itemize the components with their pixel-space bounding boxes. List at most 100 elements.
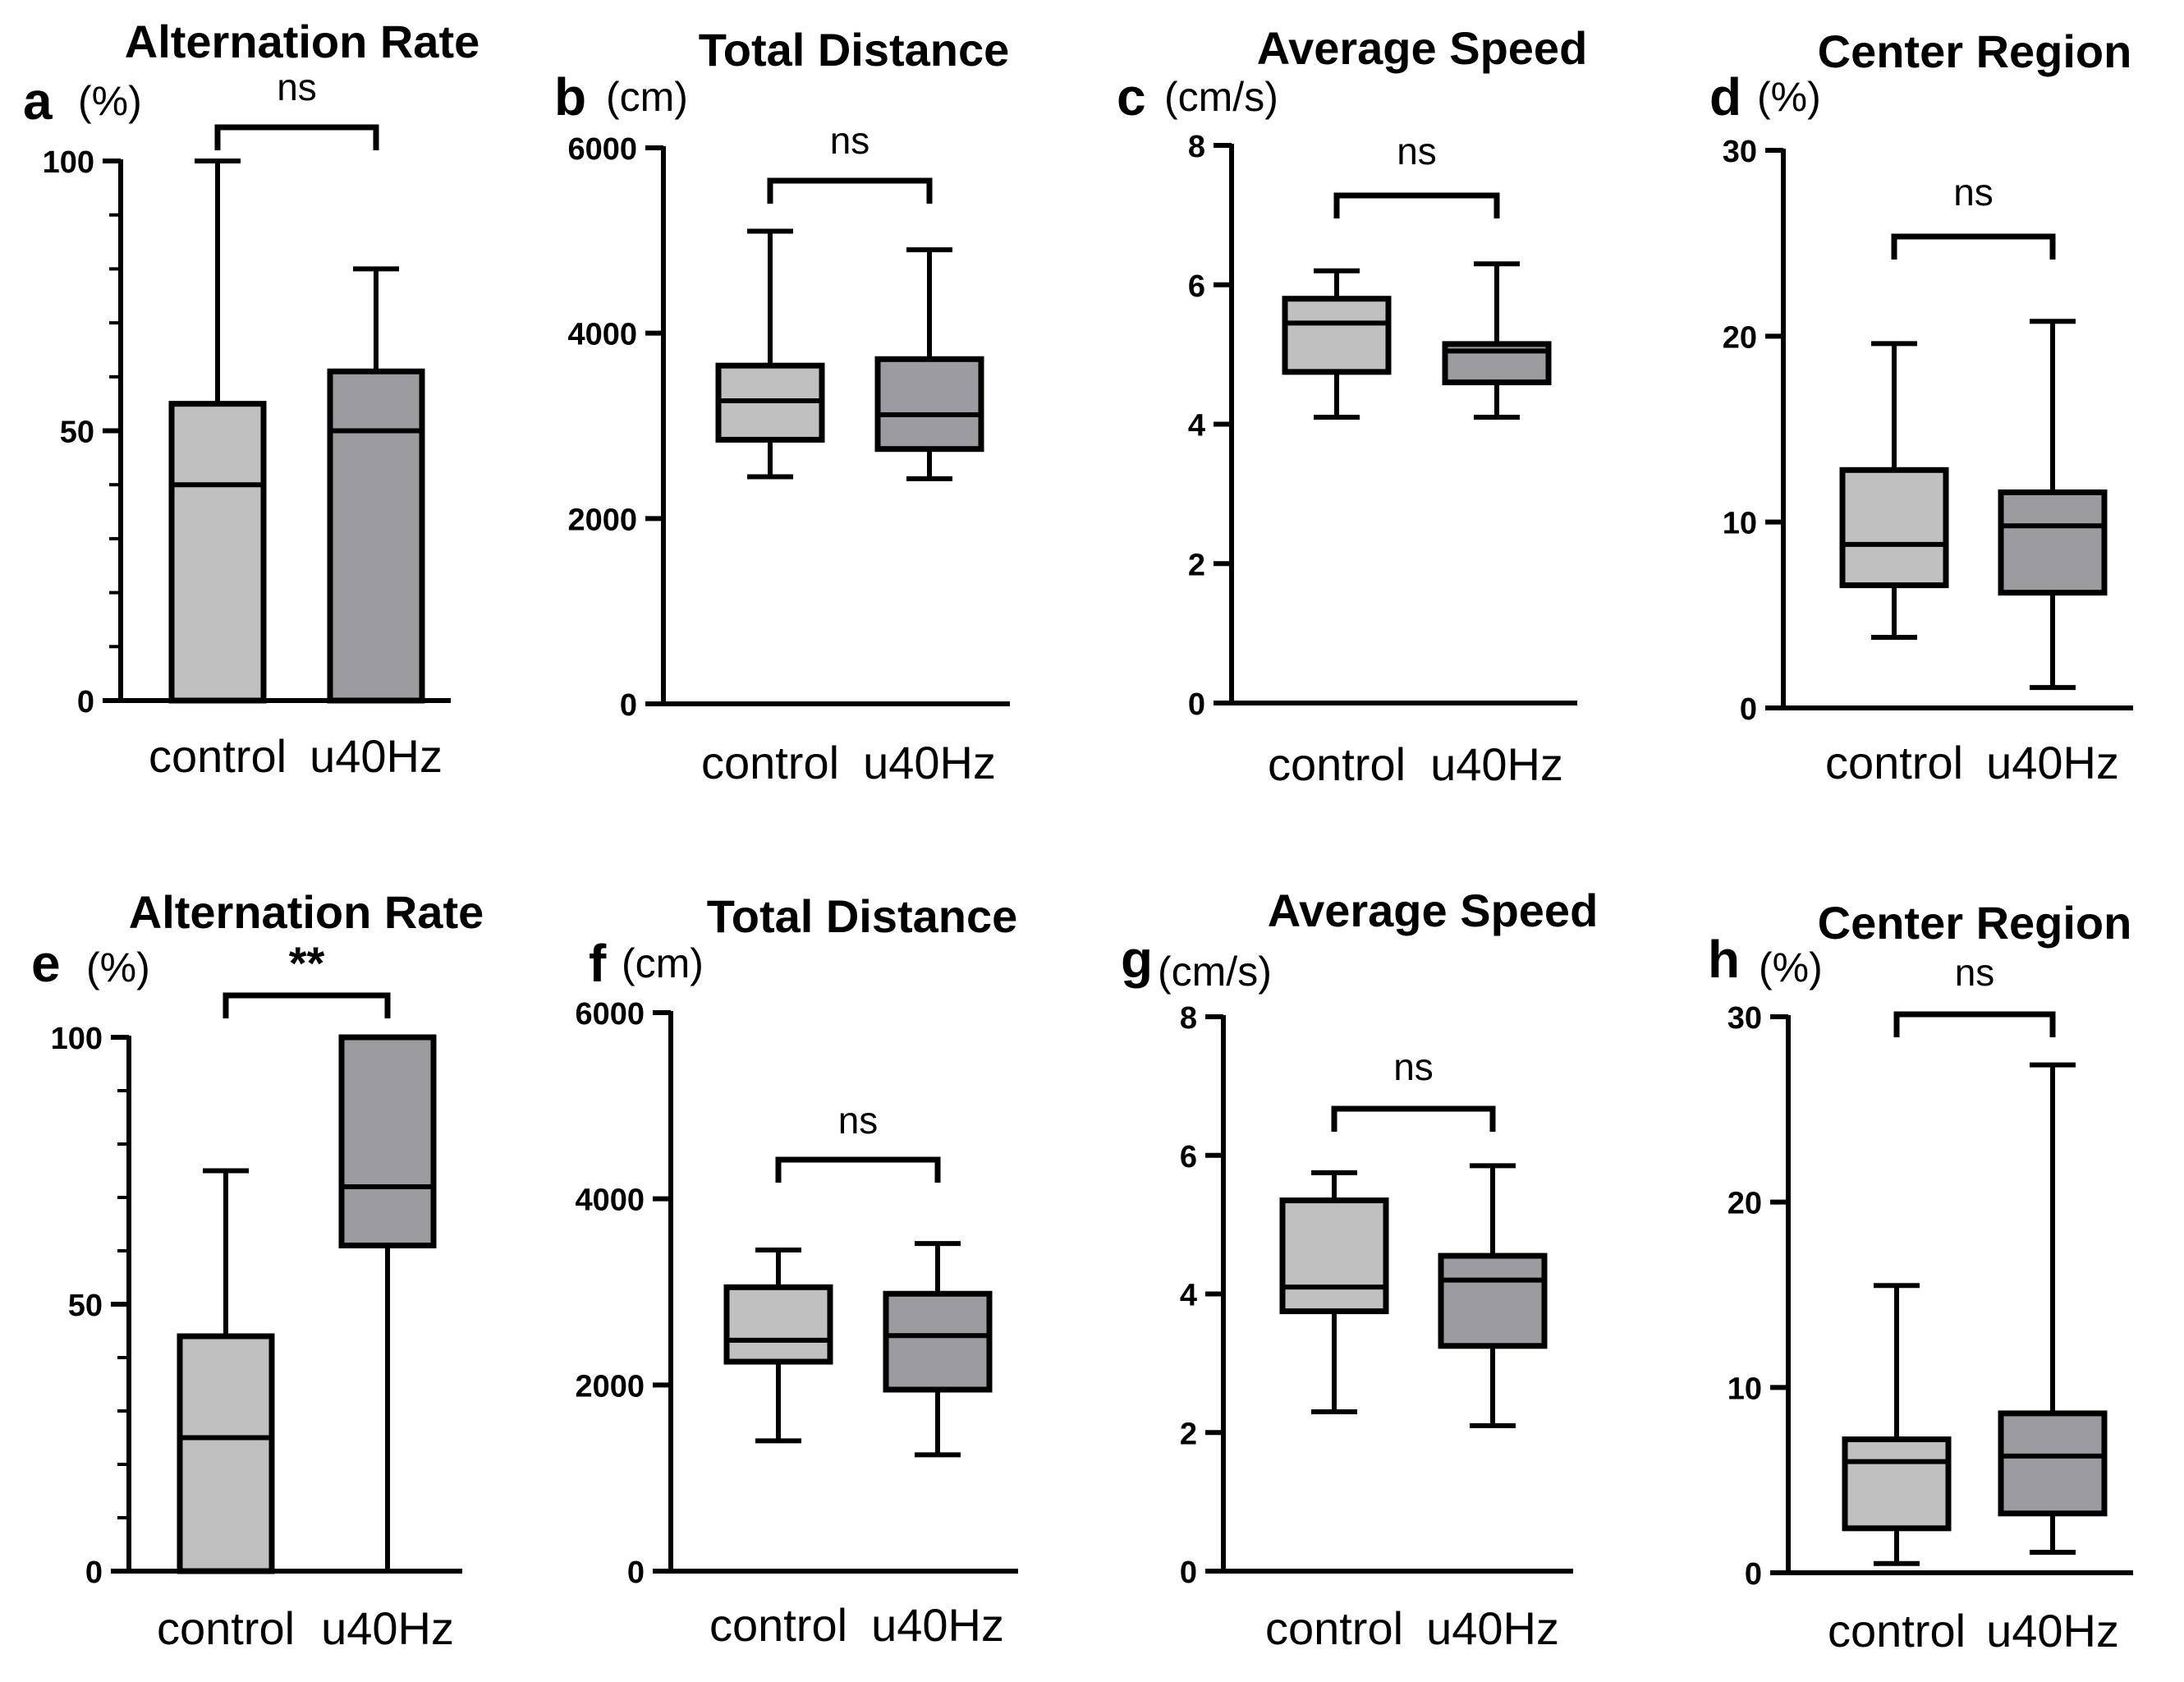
significance-bracket <box>1893 1011 2056 1037</box>
significance-bracket <box>775 1156 941 1183</box>
panel-e: Alternation Rate e (%) 0 50 100 control u40Hz ** <box>31 886 484 1654</box>
panel-title: Average Speed <box>1257 22 1588 74</box>
x-category-label: u40Hz <box>310 730 443 782</box>
x-category-label: u40Hz <box>871 1599 1004 1651</box>
box-control <box>168 159 267 704</box>
significance-label: ns <box>1393 1046 1434 1088</box>
y-tick-label: 50 <box>60 416 94 450</box>
significance-label: ** <box>289 937 325 989</box>
x-category-label: control <box>1268 738 1406 790</box>
y-axis-unit: (cm/s) <box>1158 949 1272 995</box>
box-u40Hz <box>327 266 425 704</box>
y-axis-unit: (%) <box>78 78 142 124</box>
box-control <box>723 1248 833 1444</box>
y-tick-label: 30 <box>1727 1001 1762 1036</box>
y-tick-label: 0 <box>620 688 637 723</box>
panel-letter: c <box>1117 67 1146 126</box>
box-u40Hz <box>338 1034 437 1574</box>
y-axis-unit: (cm) <box>606 74 688 120</box>
panel-g: Average Speed g (cm/s) 0 2 4 6 8 control u40Hz ns <box>1121 885 1598 1654</box>
significance-bracket <box>767 177 933 204</box>
iqr-box <box>177 1333 275 1574</box>
panel-title: Alternation Rate <box>129 886 484 938</box>
y-tick-label: 10 <box>1723 507 1757 541</box>
y-axis-unit: (cm/s) <box>1164 74 1278 120</box>
iqr-box <box>1279 1197 1389 1315</box>
box-u40Hz <box>874 247 984 481</box>
panel-a: Alternation Rate a (%) 0 50 100 control u40Hz ns <box>23 16 479 782</box>
significance-bracket <box>214 124 379 150</box>
iqr-box <box>1842 1436 1952 1532</box>
box-u40Hz <box>883 1241 993 1458</box>
y-tick-label: 6 <box>1180 1140 1197 1174</box>
significance-bracket <box>223 992 391 1018</box>
significance-label: ns <box>1397 130 1437 172</box>
iqr-box <box>1438 1252 1548 1349</box>
significance-bracket <box>1333 192 1500 218</box>
box-control <box>1279 1170 1389 1414</box>
y-tick-label: 2 <box>1188 548 1205 582</box>
y-tick-label: 8 <box>1180 1001 1197 1036</box>
significance-label: ns <box>277 66 317 108</box>
y-tick-label: 30 <box>1723 135 1757 169</box>
panel-title: Center Region <box>1818 25 2132 77</box>
panel-title: Total Distance <box>707 890 1018 942</box>
x-category-label: control <box>149 730 287 782</box>
box-control <box>1282 268 1392 420</box>
panel-letter: e <box>31 934 61 993</box>
y-axis-unit: (cm) <box>622 940 704 986</box>
box-control <box>715 228 825 480</box>
iqr-box <box>1998 489 2108 596</box>
panel-letter: h <box>1708 930 1740 989</box>
significance-label: ns <box>1953 171 1994 214</box>
panel-title: Average Speed <box>1268 885 1599 936</box>
x-category-label: u40Hz <box>1986 737 2119 788</box>
x-category-label: control <box>1828 1605 1966 1657</box>
iqr-box <box>723 1284 833 1365</box>
box-control <box>177 1168 275 1574</box>
box-control <box>1842 1283 1952 1566</box>
panel-f: Total Distance f (cm) 0 2000 4000 6000 control u… <box>575 890 1018 1651</box>
y-tick-label: 4 <box>1188 409 1205 443</box>
y-tick-label: 2000 <box>575 1369 645 1404</box>
x-category-label: u40Hz <box>1986 1605 2119 1657</box>
panel-c: Average Speed c (cm/s) 0 2 4 6 8 control u40Hz ns <box>1117 22 1587 790</box>
y-tick-label: 4000 <box>567 318 637 352</box>
y-tick-label: 0 <box>85 1556 103 1590</box>
box-u40Hz <box>1998 319 2108 691</box>
y-axis-unit: (%) <box>86 944 150 990</box>
panel-letter: a <box>23 71 53 131</box>
panel-b: Total Distance b (cm) 0 2000 4000 6000 control u… <box>554 24 1010 788</box>
x-category-label: u40Hz <box>1430 738 1563 790</box>
significance-label: ns <box>1955 951 1995 994</box>
box-u40Hz <box>1442 261 1552 420</box>
y-tick-label: 50 <box>68 1289 103 1323</box>
panel-title: Center Region <box>1818 897 2132 949</box>
box-control <box>1839 341 1949 640</box>
iqr-box <box>883 1290 993 1393</box>
panel-letter: b <box>554 67 586 126</box>
x-category-label: control <box>709 1599 847 1651</box>
y-tick-label: 100 <box>43 145 94 180</box>
y-tick-label: 8 <box>1188 130 1205 164</box>
significance-bracket <box>1891 233 2056 260</box>
x-category-label: u40Hz <box>863 737 996 788</box>
box-u40Hz <box>1998 1062 2108 1556</box>
y-tick-label: 10 <box>1727 1372 1762 1406</box>
x-category-label: control <box>701 737 839 788</box>
panel-title: Alternation Rate <box>125 16 480 67</box>
panel-d: Center Region d (%) 0 10 20 30 control u40Hz ns <box>1709 25 2133 788</box>
iqr-box <box>874 356 984 453</box>
y-axis-unit: (%) <box>1757 74 1821 120</box>
y-tick-label: 0 <box>627 1556 645 1590</box>
y-tick-label: 6000 <box>567 132 637 167</box>
panel-h: Center Region h (%) 0 10 20 30 control u40Hz ns <box>1708 897 2133 1657</box>
iqr-box <box>1998 1410 2108 1517</box>
iqr-box <box>1839 466 1949 589</box>
y-tick-label: 0 <box>1188 687 1205 722</box>
iqr-box <box>338 1034 437 1248</box>
y-tick-label: 0 <box>77 685 94 719</box>
iqr-box <box>1282 296 1392 375</box>
iqr-box <box>327 368 425 704</box>
